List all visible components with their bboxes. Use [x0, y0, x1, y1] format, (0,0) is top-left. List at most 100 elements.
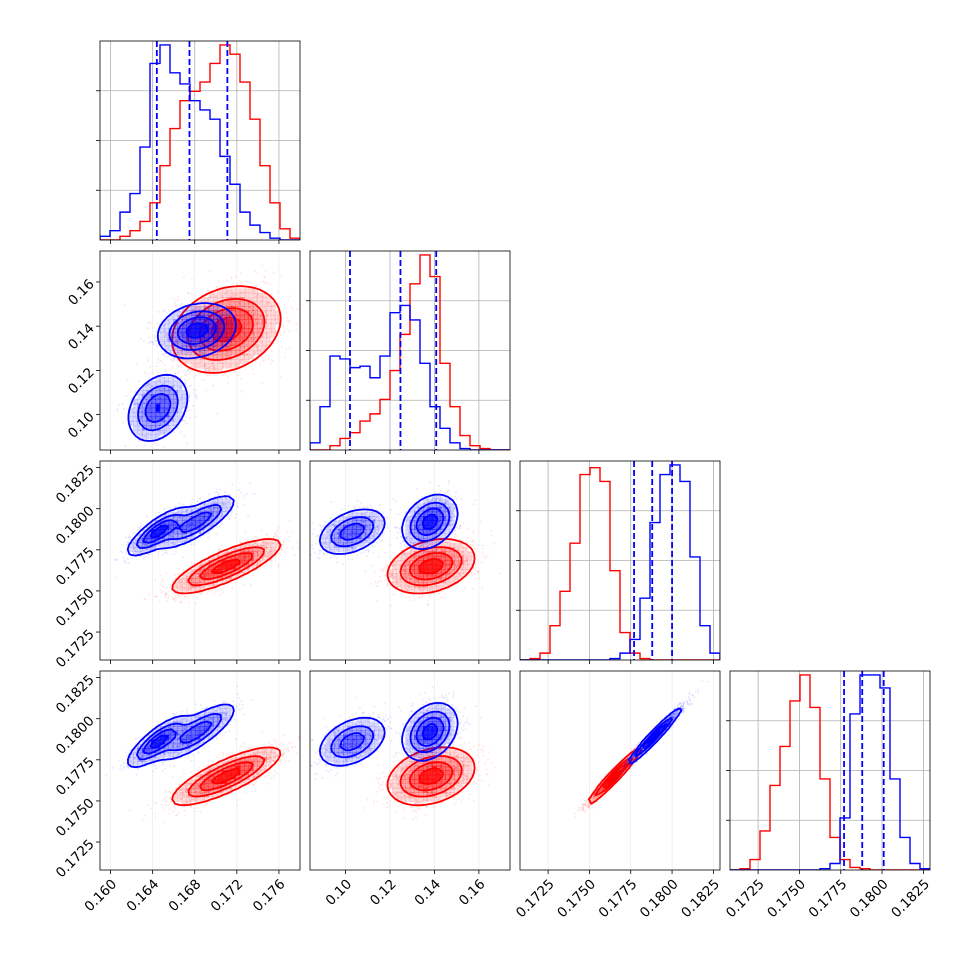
- scatter-point: [164, 331, 167, 334]
- scatter-point: [210, 364, 213, 367]
- scatter-point: [154, 335, 157, 338]
- scatter-point: [135, 362, 138, 365]
- scatter-point: [265, 346, 268, 349]
- scatter-point: [188, 395, 191, 398]
- scatter-point: [149, 366, 152, 369]
- scatter-point: [201, 353, 204, 355]
- scatter-point: [279, 553, 281, 556]
- scatter-point: [213, 310, 216, 313]
- density-cell: [235, 363, 241, 369]
- scatter-point: [275, 322, 278, 325]
- scatter-point: [208, 308, 210, 311]
- scatter-point: [275, 534, 278, 537]
- density-cell: [244, 288, 250, 294]
- scatter-point: [264, 311, 267, 314]
- scatter-point: [275, 530, 278, 533]
- scatter-point: [184, 310, 187, 313]
- scatter-point: [142, 453, 144, 455]
- scatter-point: [240, 359, 243, 362]
- scatter-point: [259, 314, 262, 317]
- scatter-point: [219, 593, 221, 596]
- density-cell: [261, 332, 267, 338]
- scatter-point: [256, 272, 258, 275]
- scatter-point: [239, 292, 242, 294]
- scatter-point: [266, 533, 269, 536]
- scatter-point: [255, 302, 257, 304]
- scatter-point: [222, 374, 224, 377]
- scatter-point: [247, 302, 250, 304]
- scatter-point: [230, 318, 233, 321]
- density-cell: [173, 332, 178, 338]
- density-cell: [221, 314, 227, 320]
- scatter-point: [157, 388, 160, 390]
- density-cell: [177, 586, 183, 592]
- density-cell: [199, 359, 205, 364]
- scatter-point: [221, 592, 224, 595]
- density-cell: [150, 381, 156, 387]
- scatter-point: [280, 275, 283, 277]
- scatter-point: [203, 363, 206, 366]
- scatter-point: [151, 391, 154, 393]
- scatter-point: [228, 302, 231, 305]
- scatter-point: [177, 310, 180, 313]
- density-cell: [164, 398, 170, 404]
- density-cell: [150, 403, 156, 409]
- scatter-point: [248, 349, 251, 352]
- scatter-point: [205, 343, 207, 346]
- scatter-point: [159, 421, 162, 424]
- scatter-point: [274, 559, 277, 562]
- scatter-point: [147, 438, 150, 441]
- scatter-point: [213, 366, 216, 369]
- scatter-point: [257, 344, 260, 347]
- scatter-point: [167, 319, 170, 321]
- scatter-point: [228, 366, 231, 368]
- scatter-point: [156, 361, 159, 364]
- density-cell: [253, 288, 258, 294]
- density-cell: [244, 306, 250, 311]
- scatter-point: [162, 376, 165, 379]
- density-cell: [213, 314, 218, 320]
- scatter-point: [150, 341, 153, 344]
- scatter-point: [147, 383, 150, 386]
- scatter-point: [227, 289, 229, 292]
- scatter-point: [134, 402, 136, 405]
- scatter-point: [171, 408, 174, 411]
- density-cell: [168, 390, 174, 395]
- density-cell: [173, 341, 178, 347]
- scatter-point: [137, 440, 140, 443]
- density-cell: [150, 434, 156, 440]
- scatter-point: [202, 312, 205, 315]
- density-cell: [261, 341, 267, 347]
- scatter-point: [241, 291, 243, 294]
- density-cell: [270, 323, 276, 329]
- scatter-point: [201, 299, 204, 302]
- scatter-point: [156, 443, 159, 446]
- panels-layer: [96, 40, 931, 874]
- scatter-point: [156, 422, 159, 425]
- density-cell: [230, 288, 236, 294]
- scatter-point: [180, 376, 182, 379]
- scatter-point: [194, 307, 197, 310]
- scatter-point: [134, 403, 137, 406]
- scatter-point: [143, 418, 146, 421]
- scatter-point: [205, 313, 208, 316]
- scatter-point: [243, 305, 246, 308]
- density-cell: [235, 354, 241, 360]
- scatter-point: [219, 293, 222, 296]
- scatter-point: [178, 315, 181, 318]
- scatter-point: [236, 304, 239, 306]
- scatter-point: [238, 302, 241, 305]
- scatter-point: [172, 357, 175, 360]
- scatter-point: [244, 280, 247, 283]
- scatter-point: [167, 338, 169, 341]
- scatter-point: [208, 369, 211, 372]
- density-cell: [217, 354, 223, 360]
- scatter-point: [223, 372, 226, 375]
- scatter-point: [214, 338, 217, 341]
- scatter-point: [123, 407, 126, 410]
- density-cell: [261, 336, 267, 342]
- scatter-point: [163, 432, 166, 435]
- scatter-point: [165, 586, 168, 589]
- scatter-point: [188, 385, 191, 388]
- scatter-point: [199, 372, 202, 375]
